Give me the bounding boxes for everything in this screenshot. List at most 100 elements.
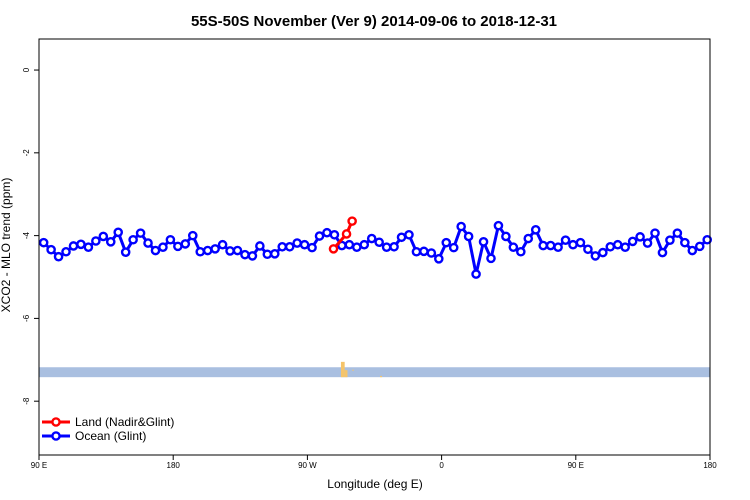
ocean-data-point [642,238,653,248]
ocean-data-point [612,239,623,250]
legend: Land (Nadir&Glint)Ocean (Glint) [42,415,174,443]
ocean-data-point [284,241,295,252]
ocean-data-point [426,248,437,258]
x-tick-label: 90 E [568,461,584,470]
ocean-data-point [232,245,243,256]
land-data-point [347,216,357,226]
land-mask-segment [380,375,382,378]
ocean-data-point [277,241,288,252]
ocean-data-point [83,242,94,253]
ocean-data-point [605,241,616,252]
y-tick-label: -2 [22,149,31,157]
ocean-data-point [583,244,593,255]
x-tick-label: 90 E [31,461,47,470]
ocean-data-point [135,228,146,238]
ocean-data-point [187,230,198,241]
ocean-data-point [404,229,414,240]
ocean-data-point [307,242,317,253]
ocean-data-point [471,269,481,279]
ocean-data-point [419,246,429,257]
x-tick-label: 90 W [298,461,317,470]
ocean-data-point [91,236,101,246]
ocean-data-point [225,246,235,256]
ocean-data-point [113,227,124,238]
ocean-data-point [262,249,273,260]
y-axis-label: XCO2 - MLO trend (ppm) [0,178,13,313]
y-tick-label: 0 [22,67,31,72]
ocean-data-point [694,241,705,252]
ocean-data-point [478,237,489,247]
ocean-data-point [351,242,362,253]
ocean-data-point [240,249,250,260]
ocean-mask-band [39,367,710,378]
land-mask-segment [352,369,354,371]
ocean-data-point [381,242,392,253]
ocean-data-point [158,242,168,253]
y-axis: 0 -2 -4 -6 -8 [22,67,39,405]
ocean-data-point [195,246,206,257]
ocean-data-point [329,229,340,240]
ocean-data-point [359,239,370,250]
ocean-data-point [560,235,571,245]
ocean-data-point [165,234,176,245]
ocean-data-point [568,239,578,250]
land-data-point [328,244,339,254]
x-axis: 90 E 180 90 W 0 90 E 180 [31,455,717,470]
ocean-data-point [530,225,541,235]
ocean-data-point [463,231,474,242]
ocean-data-point [702,234,713,245]
ocean-data-point [269,249,280,259]
ocean-data-point [210,244,220,254]
ocean-data-point [635,232,645,242]
ocean-data-point [545,240,556,251]
ocean-data-point [434,253,444,264]
ocean-data-point [598,247,608,258]
plot-series [38,216,713,279]
ocean-data-point [448,242,459,253]
ocean-data-point [68,241,79,251]
ocean-data-point [344,239,355,250]
x-tick-label: 180 [167,461,181,470]
ocean-data-point [247,251,258,261]
ocean-data-point [657,247,668,258]
land-mask-segment [340,361,345,378]
legend-land-swatch-marker [51,417,61,427]
ocean-data-point [665,235,675,245]
ocean-data-point [366,233,377,244]
y-tick-label: -4 [22,232,31,240]
ocean-data-point [680,237,690,248]
x-axis-label: Longitude (deg E) [327,477,422,491]
legend-ocean-label: Ocean (Glint) [75,429,146,443]
ocean-data-point [590,251,601,261]
ocean-data-point [173,241,183,252]
y-tick-label: -8 [22,397,31,405]
x-tick-label: 180 [703,461,717,470]
ocean-data-point [61,246,71,257]
plot-frame [38,38,711,456]
ocean-data-point [672,228,683,238]
ocean-data-point [143,238,153,248]
ocean-data-point [486,253,496,264]
ocean-data-point [508,242,519,253]
ocean-data-point [620,242,630,253]
ocean-data-point [687,245,698,256]
ocean-data-point [493,220,504,231]
ocean-data-point [650,228,660,238]
ocean-data-point [150,245,161,256]
ocean-data-point [456,221,466,232]
ocean-data-point [120,247,131,257]
ocean-data-point [396,232,407,243]
ocean-data-point [46,244,56,255]
ocean-data-point [501,231,511,242]
ocean-data-point [53,251,64,262]
land-data-point [341,229,352,239]
ocean-data-point [105,237,116,247]
ocean-data-point [98,231,109,242]
ocean-data-point [38,237,49,248]
ocean-data-point [202,245,213,256]
ocean-data-point [76,239,86,250]
ocean-data-point [523,233,534,244]
ocean-data-point [299,239,310,250]
land-mask-segment [344,370,348,378]
